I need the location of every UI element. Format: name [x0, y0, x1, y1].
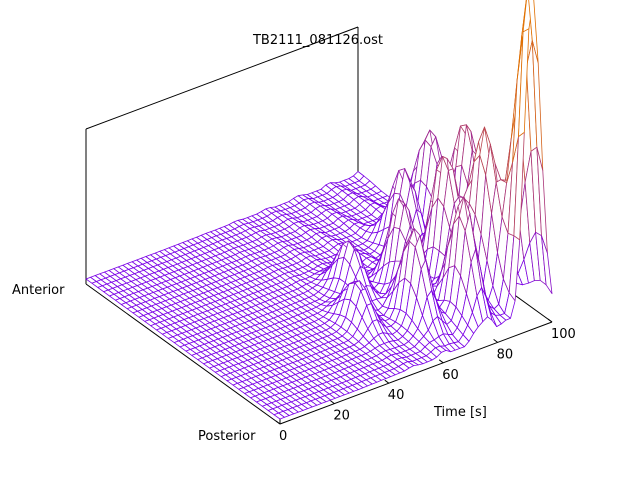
x-tick-mark — [384, 379, 390, 384]
x-tick-label: 80 — [497, 347, 514, 362]
x-axis-label: Time [s] — [433, 405, 487, 420]
x-tick-mark — [547, 318, 553, 323]
y-label-front: Posterior — [198, 429, 256, 444]
x-tick-label: 20 — [333, 409, 350, 424]
y-label-back: Anterior — [12, 283, 65, 298]
surface-cell — [541, 235, 553, 295]
x-tick-label: 0 — [279, 429, 287, 444]
x-tick-label: 100 — [551, 327, 576, 342]
x-tick-mark — [493, 338, 498, 343]
box-edge-front-bottom — [279, 321, 553, 425]
box-edge-back-top — [85, 26, 359, 130]
surface-mesh — [85, 0, 553, 420]
x-tick-mark — [438, 359, 444, 364]
box-edge-left-bottom — [85, 283, 281, 425]
x-tick-mark — [330, 400, 335, 405]
x-tick-label: 40 — [388, 388, 405, 403]
x-tick-mark — [275, 420, 281, 425]
x-tick-label: 60 — [442, 368, 459, 383]
chart-title: TB2111_081126.ost — [252, 33, 383, 48]
x-axis-ticks: 0 20 40 60 80 100 — [275, 318, 576, 444]
